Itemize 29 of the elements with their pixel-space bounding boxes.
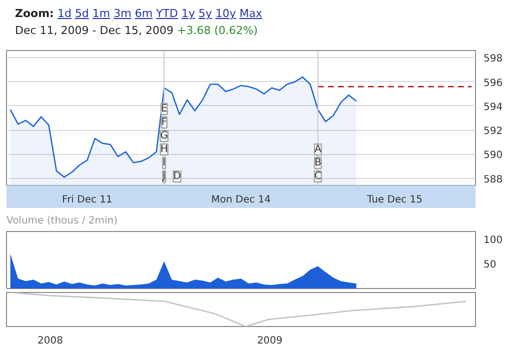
annotation: G [160,130,168,142]
y-tick-label: 594 [484,102,503,113]
annotation: H [160,144,168,155]
x-tick-label: 2009 [257,336,283,344]
chart-title: Volume (thous / 2min) [6,216,118,226]
text: Dec 11, 2009 [15,24,89,37]
annotation: B [314,158,322,168]
y-tick-label: 598 [484,54,503,65]
annotation: J [162,171,166,182]
annotation: E [160,104,168,114]
y-tick-label: 588 [484,174,503,186]
annotation: A [314,144,322,155]
y-tick-label: 100 [484,234,503,246]
text: +3.68 (0.62%) [177,24,258,37]
x-tick-label: Fri Dec 11 [62,194,112,206]
y-tick-label: 592 [484,126,503,138]
annotation: D [173,171,182,182]
x-tick-label: Mon Dec 14 [211,194,271,206]
x-tick-label: 2008 [38,336,64,344]
annotation: C [314,171,322,182]
y-tick-label: 590 [484,150,503,162]
text: Zoom: 1d 5d 1m 3m 6m YTD 1y 5y 10y Max [15,7,262,20]
text: - [92,24,96,37]
y-tick-label: 596 [484,78,503,89]
x-tick-label: Tue Dec 15 [366,194,423,206]
y-tick-label: 50 [484,260,496,271]
annotation: I [162,158,166,168]
text: Dec 15, 2009 [100,24,174,37]
annotation: F [161,117,168,128]
